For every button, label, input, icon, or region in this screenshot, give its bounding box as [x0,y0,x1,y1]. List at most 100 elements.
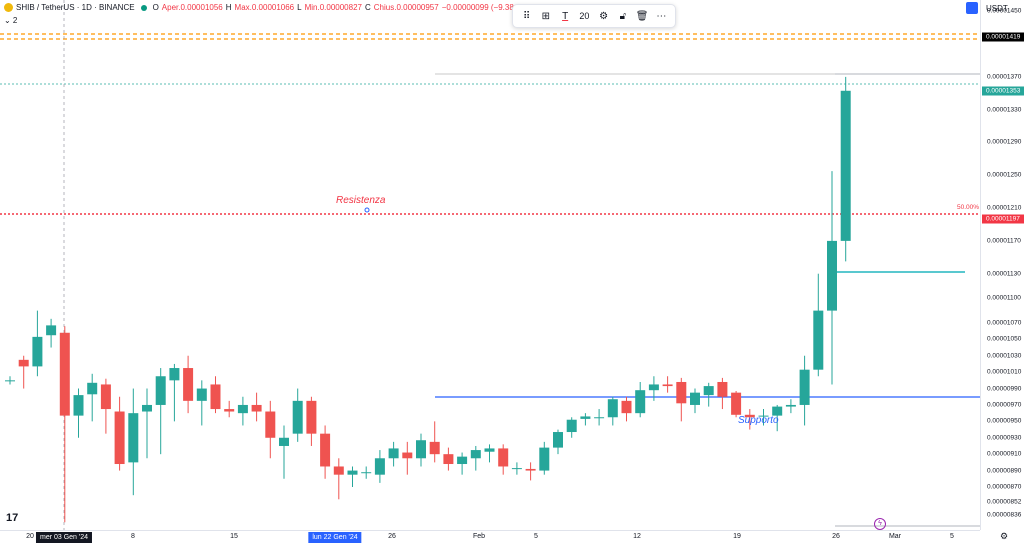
candle-body[interactable] [525,468,536,471]
time-tick-label: 26 [388,533,396,540]
candle-body[interactable] [457,456,468,465]
candle-body[interactable] [498,448,509,467]
lightning-icon[interactable]: ϟ [874,518,886,530]
candle-body[interactable] [744,414,755,418]
drag-handle-icon[interactable]: ⠿ [522,10,531,22]
candlestick-chart[interactable] [0,0,980,530]
candle-body[interactable] [114,411,125,465]
candle-body[interactable] [128,413,139,463]
indicators-toggle[interactable]: ⌄ 2 [4,16,18,25]
price-tick-label: 0.00001170 [987,237,1021,245]
candle-body[interactable] [566,419,577,433]
anchor-handle[interactable] [364,207,370,213]
candle-body[interactable] [840,90,851,241]
candle-body[interactable] [580,416,591,419]
candle-body[interactable] [361,472,372,474]
candle-body[interactable] [265,411,276,438]
candle-body[interactable] [155,376,166,405]
currency-label[interactable]: USDT [986,4,1008,13]
drawing-toolbar: ⠿ ⊞ T 20 ⚙ 🔓︎ 🗑︎ ⋯ [512,4,676,28]
candle-body[interactable] [347,470,358,475]
candle-body[interactable] [5,380,15,382]
candle-body[interactable] [374,458,385,475]
font-size-value[interactable]: 20 [579,11,590,21]
candle-body[interactable] [142,404,152,412]
candle-body[interactable] [484,448,495,452]
candle-body[interactable] [539,447,550,471]
candle-body[interactable] [169,368,180,381]
chart-area[interactable]: SHIB / TetherUS · 1D · BINANCE O Aper.0.… [0,0,980,530]
candle-body[interactable] [59,332,70,416]
candle-body[interactable] [635,390,646,414]
candle-body[interactable] [73,395,84,416]
price-tick-label: 0.00001070 [987,319,1022,327]
candle-body[interactable] [690,392,700,405]
price-tag[interactable]: 0.00001197 [982,214,1024,224]
candle-body[interactable] [100,384,111,410]
candle-body[interactable] [799,369,810,405]
candle-body[interactable] [621,400,632,414]
candle-body[interactable] [183,368,194,401]
candle-body[interactable] [279,437,289,446]
template-icon[interactable]: ⊞ [541,10,551,22]
candle-body[interactable] [731,392,742,415]
price-tick-label: 0.00001250 [987,171,1022,179]
price-axis[interactable]: 0.00001450 0.00001370 0.00001330 0.00001290… [980,0,1024,530]
time-axis[interactable]: 20 8 15 26 Feb 5 12 19 26 Mar 5 mer 03 Gen '24 lun 2… [0,530,980,544]
lock-icon[interactable]: 🔓︎ [619,10,627,22]
candle-body[interactable] [251,404,262,412]
candle-body[interactable] [594,417,605,419]
support-label[interactable]: Supporto [738,415,779,426]
candle-body[interactable] [210,384,221,410]
time-tick-label: 5 [534,533,538,540]
symbol-title[interactable]: SHIB / TetherUS · 1D · BINANCE [16,3,135,12]
candle-body[interactable] [416,440,426,459]
trash-icon[interactable]: 🗑︎ [635,10,649,22]
candle-body[interactable] [429,441,440,455]
price-tag[interactable]: 0.00001353 [982,86,1024,96]
candle-body[interactable] [306,400,317,434]
candle-body[interactable] [717,381,728,397]
candle-body[interactable] [443,454,454,465]
time-tag[interactable]: lun 22 Gen '24 [308,532,362,543]
candle-body[interactable] [676,381,687,404]
candle-body[interactable] [785,404,796,407]
candle-body[interactable] [18,359,29,367]
candle-body[interactable] [662,384,673,387]
candle-body[interactable] [703,386,714,396]
text-color-icon[interactable]: T [562,10,569,22]
settings-gear-icon[interactable]: ⚙ [1000,531,1009,541]
price-tick-label: 0.00001130 [987,270,1021,278]
candle-body[interactable] [46,325,57,336]
candle-body[interactable] [813,310,824,370]
candle-body[interactable] [758,415,769,417]
candle-body[interactable] [388,448,399,459]
candle-body[interactable] [470,450,481,459]
candle-body[interactable] [87,382,98,395]
currency-icon[interactable] [966,2,978,14]
settings-icon[interactable]: ⚙ [599,10,609,22]
candle-body[interactable] [292,400,303,434]
candle-body[interactable] [772,406,783,416]
low-value: Min.0.00000827 [304,3,362,12]
candle-body[interactable] [320,433,331,467]
price-tag[interactable]: 0.00001419 [982,32,1024,42]
resistance-label[interactable]: Resistenza [336,195,386,206]
more-icon[interactable]: ⋯ [656,10,667,22]
candle-body[interactable] [553,432,563,448]
candle-body[interactable] [607,399,618,418]
candle-body[interactable] [511,468,522,470]
candle-body[interactable] [224,409,235,412]
candle-body[interactable] [402,452,413,459]
candle-body[interactable] [32,336,43,367]
candle-body[interactable] [237,404,248,414]
tradingview-logo-icon[interactable]: 17 [6,512,19,524]
price-tick-label: 0.00000950 [987,417,1022,425]
time-tick-label: 12 [633,533,641,540]
price-tick-label: 0.00000836 [987,511,1022,519]
time-tag[interactable]: mer 03 Gen '24 [35,532,93,543]
candle-body[interactable] [827,240,837,311]
candle-body[interactable] [648,384,659,391]
candle-body[interactable] [333,466,344,475]
candle-body[interactable] [196,388,207,401]
